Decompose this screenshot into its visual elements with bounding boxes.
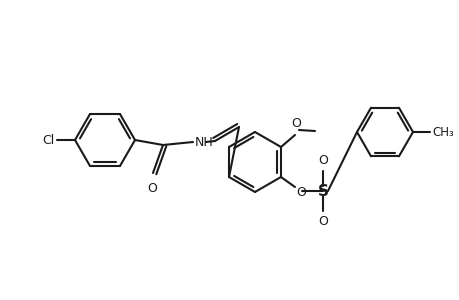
Text: CH₃: CH₃ <box>431 125 453 139</box>
Text: O: O <box>317 215 327 228</box>
Text: O: O <box>291 117 300 130</box>
Text: O: O <box>147 182 157 195</box>
Text: Cl: Cl <box>43 134 55 146</box>
Text: NH: NH <box>195 136 213 148</box>
Text: S: S <box>317 184 328 199</box>
Text: O: O <box>295 185 305 199</box>
Text: O: O <box>317 154 327 167</box>
